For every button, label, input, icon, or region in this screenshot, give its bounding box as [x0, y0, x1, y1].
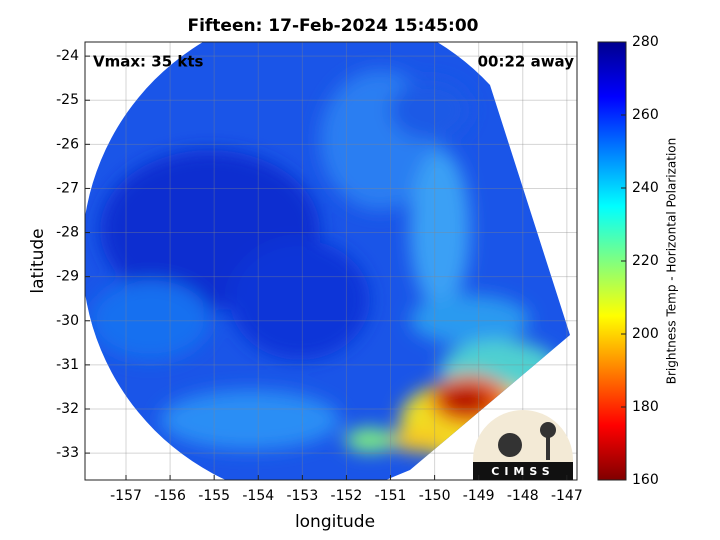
y-tick-label: -28: [56, 225, 79, 241]
x-tick-label: -155: [198, 488, 230, 504]
axes-frame: [84, 41, 578, 481]
x-tick-label: -157: [110, 488, 142, 504]
colorbar-tick-label: 240: [632, 180, 659, 196]
colorbar-tick-label: 160: [632, 472, 659, 488]
colorbar-tick-label: 220: [632, 253, 659, 269]
time-annotation: 00:22 away: [478, 53, 575, 71]
y-tick-label: -29: [56, 269, 79, 285]
x-tick-label: -147: [551, 488, 583, 504]
x-tick-label: -156: [154, 488, 186, 504]
y-tick-label: -25: [56, 92, 79, 108]
colorbar-tick-label: 260: [632, 107, 659, 123]
y-tick-label: -24: [56, 48, 79, 64]
x-tick-label: -149: [463, 488, 495, 504]
x-tick-label: -153: [286, 488, 318, 504]
y-axis-label: latitude: [28, 228, 48, 293]
colorbar-tick-label: 180: [632, 399, 659, 415]
y-tick-label: -30: [56, 313, 79, 329]
colorbar-tick-label: 280: [632, 34, 659, 50]
x-axis-label: longitude: [295, 512, 375, 532]
y-tick-label: -32: [56, 401, 79, 417]
colorbar-tick-label: 200: [632, 326, 659, 342]
colorbar-label: Brightness Temp - Horizontal Polarizatio…: [665, 138, 679, 385]
grid: [85, 42, 577, 480]
vmax-annotation: Vmax: 35 kts: [93, 53, 203, 71]
cimss-logo: CIMSS: [473, 410, 573, 480]
y-tick-label: -26: [56, 136, 79, 152]
x-tick-label: -152: [331, 488, 363, 504]
y-tick-label: -27: [56, 180, 79, 196]
x-tick-label: -148: [507, 488, 539, 504]
x-tick-label: -151: [375, 488, 407, 504]
swath-image: [85, 42, 577, 480]
x-tick-label: -154: [242, 488, 274, 504]
x-tick-label: -150: [419, 488, 451, 504]
logo-text: CIMSS: [491, 465, 554, 478]
y-tick-label: -33: [56, 445, 79, 461]
chart-title: Fifteen: 17-Feb-2024 15:45:00: [187, 16, 478, 36]
y-tick-label: -31: [56, 357, 79, 373]
